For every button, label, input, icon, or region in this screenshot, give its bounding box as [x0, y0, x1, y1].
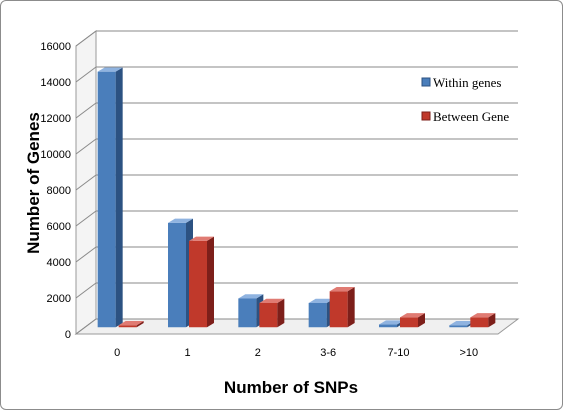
bar-top: [238, 294, 264, 299]
y-tick-label: 4000: [47, 257, 71, 269]
gridline-side: [75, 102, 97, 119]
bar: [118, 321, 144, 328]
x-tick-label: >10: [459, 347, 478, 359]
gridline-side: [75, 66, 97, 83]
bar-front: [238, 298, 257, 328]
bar-top: [189, 236, 214, 241]
x-tick-label: 0: [114, 347, 120, 359]
y-tick-label: 10000: [40, 149, 71, 161]
gridlines: [75, 30, 518, 335]
bar: [400, 313, 425, 328]
bar-side: [418, 313, 425, 328]
bar-side: [207, 236, 214, 328]
bar-side: [347, 287, 355, 328]
bar-side: [277, 298, 285, 328]
x-axis-ticks: 0 1 2 3-6 7-10 >10: [114, 347, 478, 359]
y-axis-ticks: 0 2000 4000 6000 8000 10000 12000 14000 16000: [40, 41, 71, 341]
legend-swatch: [421, 111, 431, 121]
gridline-side: [75, 210, 97, 227]
gridline-side: [75, 282, 97, 299]
bar-top: [449, 321, 475, 326]
bar-top: [97, 67, 123, 72]
bar-front: [118, 325, 137, 328]
bar: [189, 236, 214, 328]
gridline-side: [75, 138, 97, 155]
bar-top: [329, 287, 355, 292]
bar-top: [470, 313, 496, 318]
bar-front: [470, 317, 489, 328]
y-tick-label: 14000: [40, 77, 71, 89]
y-axis-title: Number of Genes: [24, 112, 43, 254]
y-tick-label: 16000: [40, 41, 71, 53]
bar-front: [308, 302, 327, 328]
legend-label: Between Gene: [433, 109, 509, 124]
bar-front: [449, 325, 468, 328]
bar-front: [400, 317, 418, 328]
bar: [97, 67, 123, 328]
bar-side: [136, 321, 144, 328]
gridline-side: [75, 30, 97, 47]
x-tick-label: 2: [255, 347, 261, 359]
bar-top: [308, 298, 334, 303]
y-tick-label: 0: [65, 329, 71, 341]
gridline-side: [75, 246, 97, 263]
bar-top: [118, 321, 144, 326]
x-tick-label: 1: [184, 347, 190, 359]
x-tick-label: 3-6: [320, 347, 336, 359]
bar-front: [168, 222, 186, 328]
x-axis-title: Number of SNPs: [224, 378, 358, 397]
y-tick-label: 2000: [47, 293, 71, 305]
bar-top: [168, 218, 193, 223]
bar-front: [329, 291, 348, 328]
bar-front: [259, 302, 278, 328]
bar-front: [189, 240, 207, 328]
bar: [329, 287, 355, 328]
y-tick-label: 8000: [47, 185, 71, 197]
bar-side: [488, 313, 496, 328]
y-tick-label: 6000: [47, 221, 71, 233]
bars: [97, 67, 496, 328]
bar: [259, 298, 285, 328]
legend-swatch: [421, 77, 431, 87]
bar-top: [259, 298, 285, 303]
bar-top: [379, 320, 404, 325]
legend-label: Within genes: [433, 75, 501, 90]
gridline-side: [75, 174, 97, 191]
bar-front: [379, 324, 397, 328]
y-tick-label: 12000: [40, 113, 71, 125]
x-tick-label: 7-10: [387, 347, 409, 359]
bar-front: [97, 71, 116, 328]
bar-side: [115, 67, 123, 328]
bar: [470, 313, 496, 328]
legend: Within genes Between Gene: [421, 75, 509, 124]
gridline-side: [75, 318, 97, 335]
bar-top: [400, 313, 425, 318]
